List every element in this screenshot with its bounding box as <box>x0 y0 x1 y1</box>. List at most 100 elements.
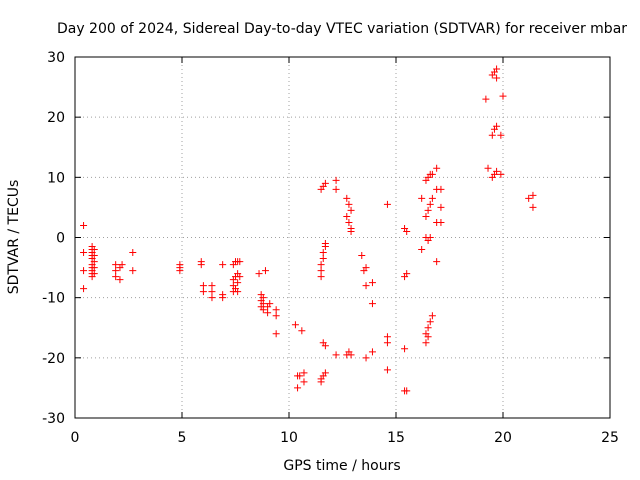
data-point <box>80 221 88 229</box>
data-point <box>90 246 98 254</box>
data-point <box>347 206 355 214</box>
data-point <box>428 312 436 320</box>
data-point <box>234 279 242 287</box>
data-point <box>208 282 216 290</box>
data-point <box>266 300 274 308</box>
data-point <box>236 273 244 281</box>
data-point <box>493 122 501 130</box>
data-point <box>437 185 445 193</box>
data-point <box>368 279 376 287</box>
data-point <box>383 333 391 341</box>
data-point <box>401 345 409 353</box>
data-point <box>332 176 340 184</box>
data-points <box>80 65 537 395</box>
data-point <box>422 212 430 220</box>
data-point <box>317 267 325 275</box>
data-point <box>234 288 242 296</box>
data-point <box>259 306 267 314</box>
y-tick-label: -20 <box>42 351 65 367</box>
y-tick-label: 0 <box>56 231 65 247</box>
data-point <box>129 249 137 257</box>
x-tick-label: 5 <box>178 430 187 446</box>
data-point <box>259 294 267 302</box>
data-point <box>129 267 137 275</box>
x-tick-label: 10 <box>280 430 298 446</box>
data-point <box>345 200 353 208</box>
data-point <box>403 270 411 278</box>
data-point <box>383 339 391 347</box>
y-tick-label: -30 <box>42 411 65 427</box>
data-point <box>219 294 227 302</box>
data-point <box>80 267 88 275</box>
plot-frame <box>74 56 611 419</box>
data-point <box>199 288 207 296</box>
data-point <box>422 339 430 347</box>
data-point <box>493 167 501 175</box>
data-point <box>426 200 434 208</box>
data-point <box>298 327 306 335</box>
data-point <box>358 252 366 260</box>
data-point <box>321 240 329 248</box>
data-point <box>428 170 436 178</box>
grid-lines <box>75 57 610 418</box>
data-point <box>497 131 505 139</box>
data-point <box>383 200 391 208</box>
data-point <box>264 309 272 317</box>
y-tick-labels: -30 -20 -10 0 10 20 30 <box>42 50 65 427</box>
data-point <box>199 282 207 290</box>
data-point <box>493 74 501 82</box>
data-point <box>208 288 216 296</box>
data-point <box>197 261 205 269</box>
x-tick-label: 15 <box>387 430 405 446</box>
data-point <box>426 234 434 241</box>
data-point <box>345 218 353 226</box>
data-point <box>317 261 325 269</box>
data-point <box>332 185 340 193</box>
data-point <box>272 312 280 320</box>
data-point <box>493 65 501 73</box>
data-point <box>403 227 411 235</box>
y-tick-label: 10 <box>47 170 65 186</box>
data-point <box>433 164 441 172</box>
y-tick-label: 30 <box>47 50 65 66</box>
data-point <box>294 384 302 392</box>
data-point <box>112 261 120 269</box>
data-point <box>482 95 490 103</box>
x-tick-labels: 0 5 10 15 20 25 <box>71 430 619 446</box>
data-point <box>321 369 329 377</box>
data-point <box>484 164 492 172</box>
x-axis-label: GPS time / hours <box>283 458 400 474</box>
data-point <box>255 270 263 278</box>
data-point <box>424 333 432 341</box>
data-point <box>383 366 391 374</box>
data-point <box>525 194 533 202</box>
x-tick-label: 0 <box>71 430 80 446</box>
data-point <box>176 267 184 275</box>
data-point <box>362 354 370 362</box>
data-point <box>291 321 299 329</box>
x-tick-label: 20 <box>494 430 512 446</box>
x-tick-label: 25 <box>601 430 619 446</box>
data-point <box>272 306 280 314</box>
data-point <box>332 351 340 359</box>
data-point <box>424 206 432 214</box>
data-point <box>300 378 308 386</box>
data-point <box>112 267 120 275</box>
data-point <box>403 387 411 395</box>
data-point <box>90 264 98 272</box>
data-point <box>90 270 98 278</box>
data-point <box>90 252 98 260</box>
data-point <box>259 300 267 308</box>
data-point <box>347 227 355 235</box>
data-point <box>418 194 426 202</box>
data-point <box>418 246 426 254</box>
data-point <box>321 179 329 187</box>
data-point <box>219 261 227 269</box>
data-point <box>116 276 124 284</box>
data-point <box>80 285 88 293</box>
y-tick-label: -10 <box>42 291 65 307</box>
data-point <box>347 351 355 359</box>
data-point <box>437 218 445 226</box>
data-point <box>319 249 327 257</box>
